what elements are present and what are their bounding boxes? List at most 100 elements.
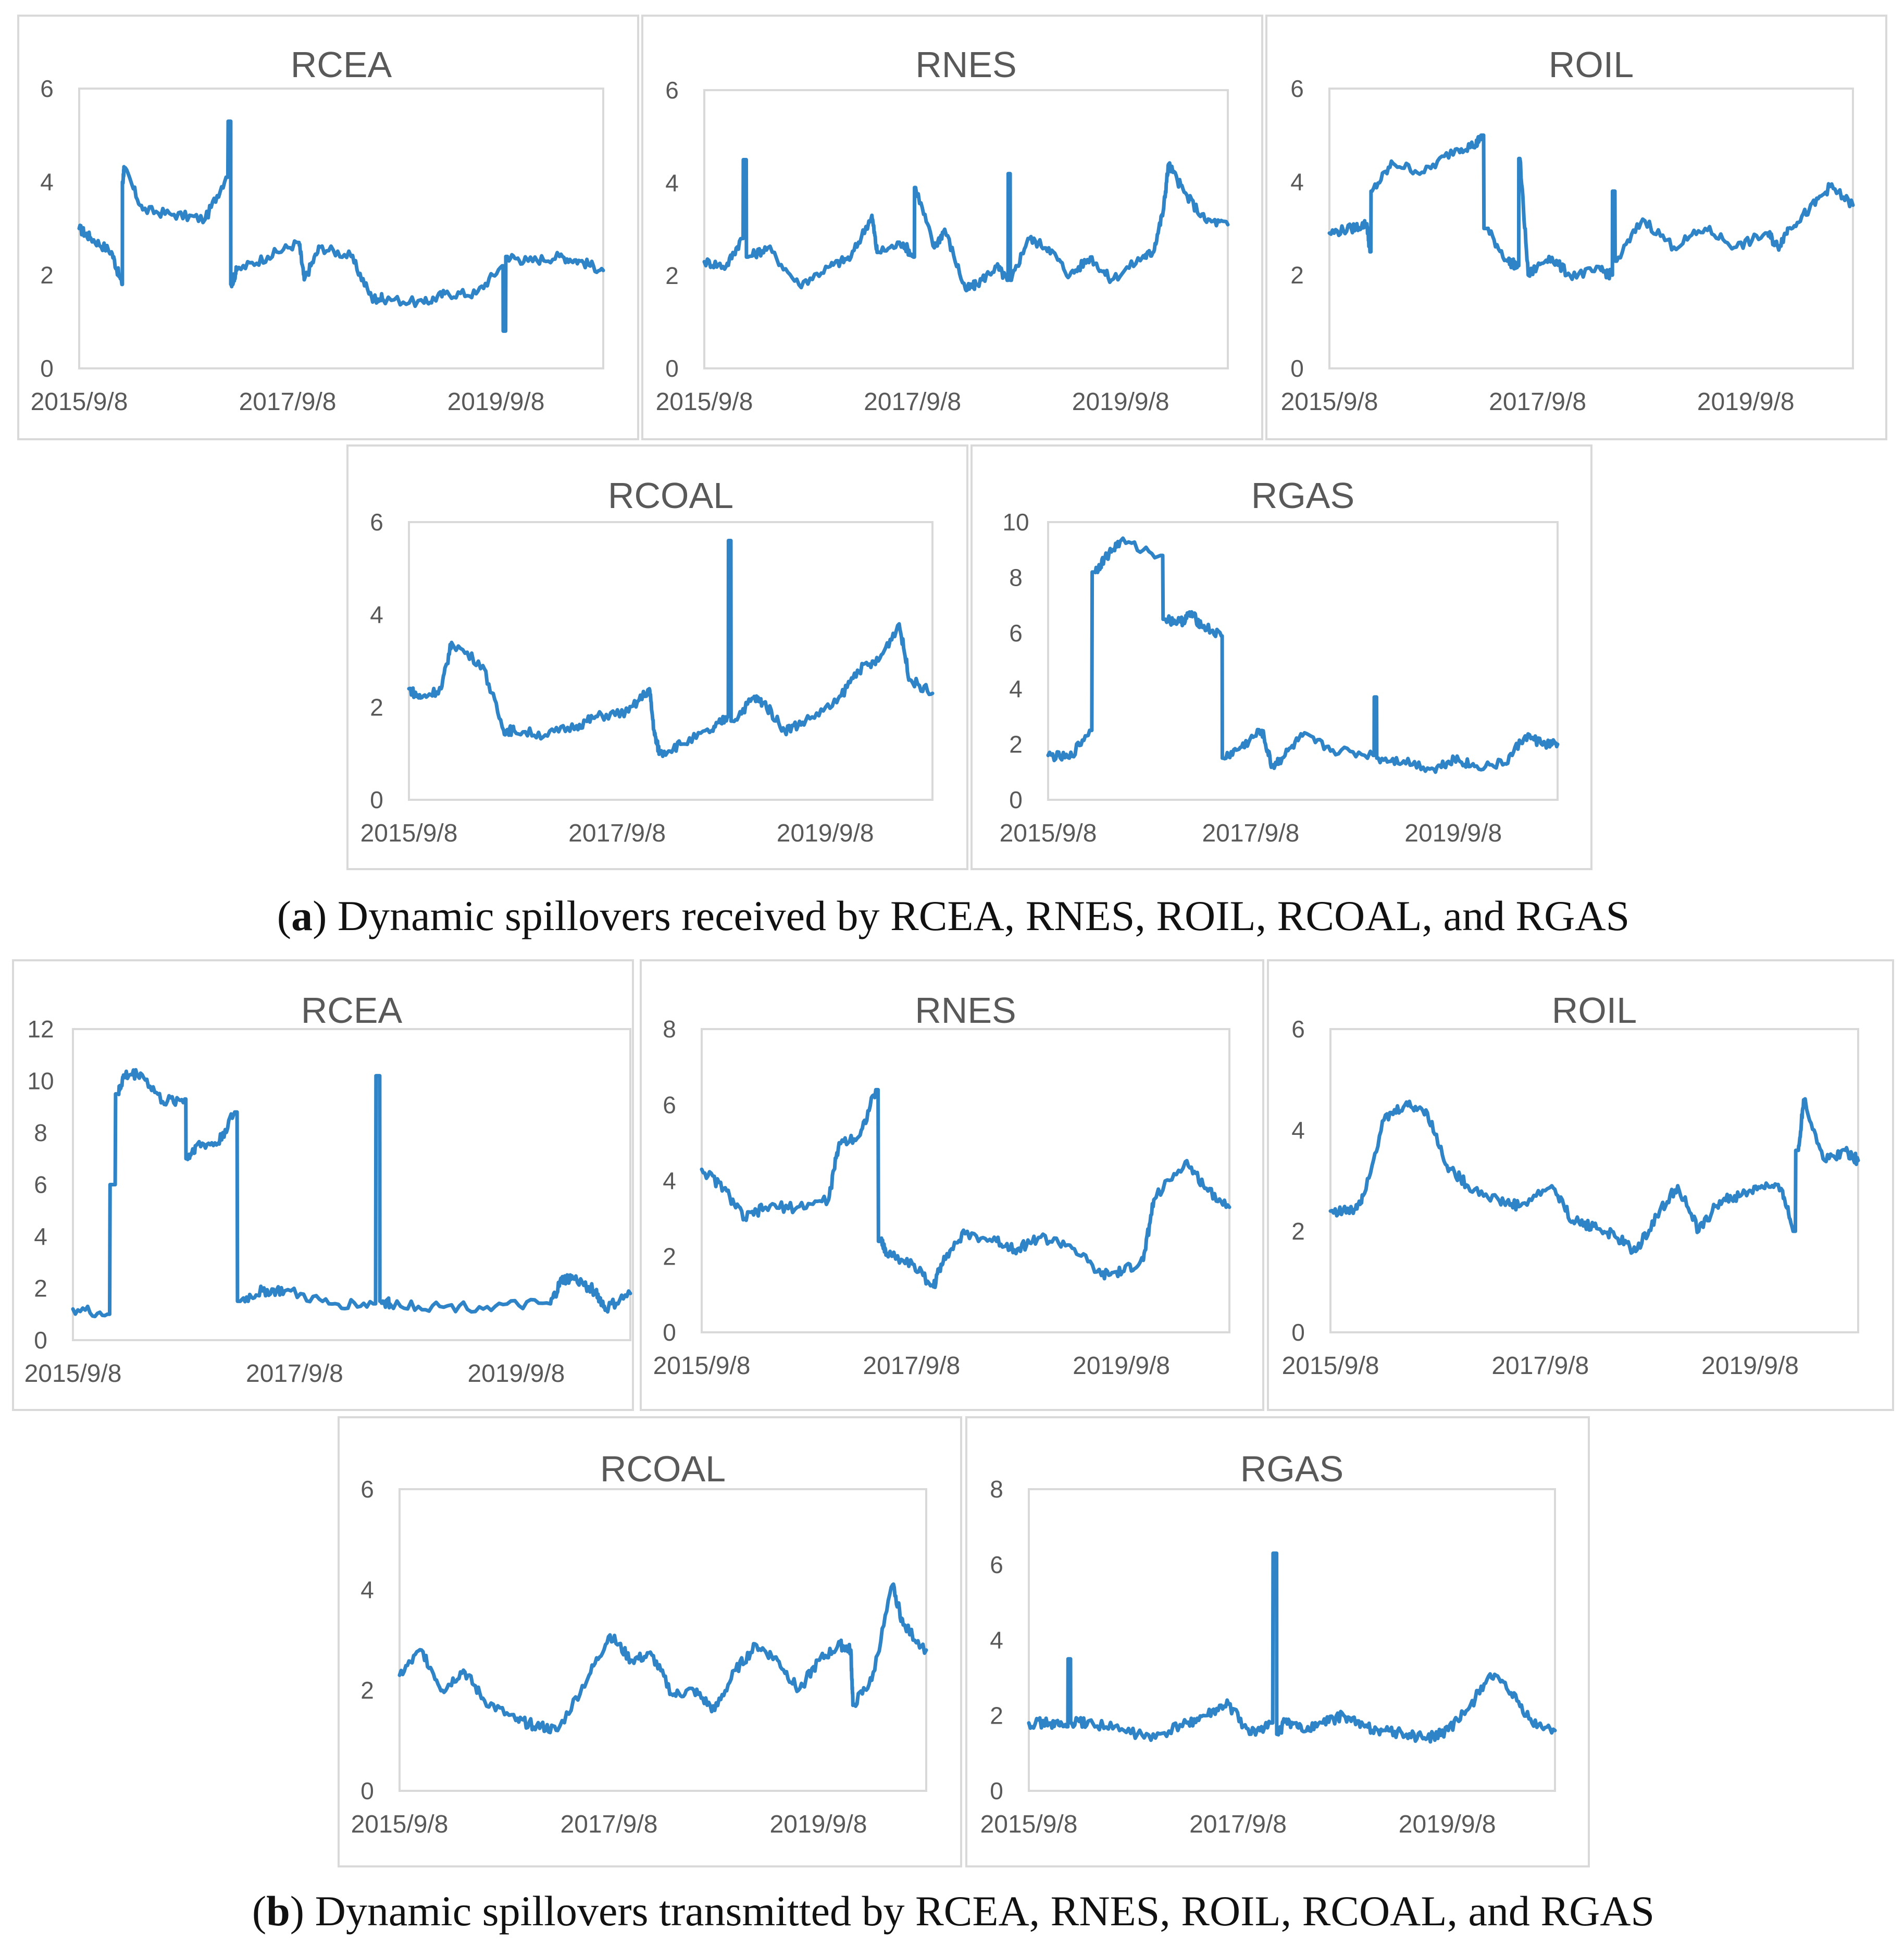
panel-b-rnes [640, 959, 1264, 1411]
chart-title: RGAS [1240, 1449, 1343, 1489]
chart-a-rnes: RNES 0 2 4 6 2015/9/8 2017/9/8 2019/9/8 [656, 44, 1230, 416]
y-tick-label: 0 [370, 786, 383, 813]
plot-area [703, 89, 1229, 369]
panel-a-rgas [970, 444, 1592, 870]
chart-a-rcea: RCEA 0 2 4 6 2015/9/8 2017/9/8 2019/9/8 [31, 44, 605, 416]
y-tick-label: 4 [34, 1223, 47, 1250]
y-tick-label: 2 [1290, 262, 1304, 289]
y-tick-label: 4 [665, 169, 679, 196]
x-tick-label: 2019/9/8 [1072, 388, 1169, 416]
plot-area [72, 1028, 631, 1341]
plot-area [1047, 521, 1559, 801]
series-line [700, 1087, 1231, 1290]
plot-area [1028, 1488, 1556, 1792]
y-tick-label: 8 [34, 1119, 47, 1146]
panel-a-rcoal [346, 444, 968, 870]
y-tick-label: 6 [1290, 75, 1304, 102]
x-tick-label: 2019/9/8 [777, 820, 874, 847]
series-line [397, 1582, 928, 1735]
caption-a: (a) Dynamic spillovers received by RCEA,… [277, 892, 1629, 939]
plot-area [1329, 1028, 1859, 1333]
chart-a-roil: ROIL 0 2 4 6 2015/9/8 2017/9/8 2019/9/8 [1281, 44, 1855, 416]
y-tick-label: 6 [34, 1171, 47, 1198]
y-tick-label: 2 [40, 262, 54, 289]
y-tick-label: 0 [1291, 1319, 1305, 1346]
y-tick-label: 0 [34, 1327, 47, 1354]
chart-a-rgas: RGAS 0 2 4 6 8 10 2015/9/8 2017/9/8 2019/9/8 [1000, 475, 1560, 847]
y-tick-label: 6 [1291, 1016, 1305, 1043]
y-tick-label: 12 [27, 1016, 54, 1043]
x-tick-label: 2017/9/8 [864, 388, 961, 416]
x-tick-label: 2019/9/8 [1701, 1352, 1799, 1380]
y-tick-label: 10 [1002, 509, 1029, 536]
x-tick-label: 2019/9/8 [1399, 1811, 1496, 1838]
plot-area [701, 1028, 1230, 1333]
caption-b-label: b [266, 1887, 290, 1935]
series-line [1328, 1097, 1860, 1255]
y-tick-label: 4 [40, 168, 54, 195]
panel-b-roil [1267, 959, 1894, 1411]
x-tick-label: 2017/9/8 [239, 388, 337, 416]
x-tick-label: 2017/9/8 [1489, 388, 1586, 416]
x-tick-label: 2017/9/8 [1202, 820, 1299, 847]
x-tick-label: 2017/9/8 [561, 1811, 658, 1838]
x-tick-label: 2017/9/8 [863, 1352, 960, 1380]
y-tick-label: 2 [1009, 731, 1023, 758]
chart-title: RGAS [1251, 475, 1354, 516]
y-tick-label: 4 [990, 1627, 1003, 1654]
chart-b-rcea: RCEA 0 2 4 6 8 10 12 2015/9/8 2017/9/8 2019/9/8 [24, 990, 632, 1388]
x-tick-label: 2019/9/8 [447, 388, 545, 416]
y-tick-label: 0 [1290, 355, 1304, 382]
x-tick-label: 2015/9/8 [24, 1360, 122, 1388]
series-line [702, 158, 1230, 293]
y-tick-label: 10 [27, 1068, 54, 1095]
chart-title: RNES [915, 990, 1016, 1031]
chart-title: RNES [915, 44, 1016, 85]
plot-area [1328, 88, 1854, 369]
series-line [407, 539, 935, 758]
x-tick-label: 2017/9/8 [1491, 1352, 1589, 1380]
chart-title: RCEA [291, 44, 392, 85]
x-tick-label: 2015/9/8 [31, 388, 128, 416]
chart-b-rcoal: RCOAL 0 2 4 6 2015/9/8 2017/9/8 2019/9/8 [351, 1449, 928, 1838]
y-tick-label: 2 [665, 262, 679, 289]
plot-area [399, 1488, 927, 1792]
x-tick-label: 2017/9/8 [568, 820, 666, 847]
x-tick-label: 2019/9/8 [1697, 388, 1795, 416]
chart-b-rnes: RNES 0 2 4 6 8 2015/9/8 2017/9/8 2019/9/8 [653, 990, 1231, 1380]
x-tick-label: 2019/9/8 [1073, 1352, 1170, 1380]
series-line [1027, 1551, 1557, 1744]
y-tick-label: 6 [1009, 620, 1023, 647]
y-tick-label: 4 [1009, 675, 1023, 702]
y-tick-label: 6 [990, 1551, 1003, 1578]
x-tick-label: 2015/9/8 [1282, 1352, 1379, 1380]
y-tick-label: 6 [40, 75, 54, 102]
y-tick-label: 2 [1291, 1218, 1305, 1245]
chart-a-rcoal: RCOAL 0 2 4 6 2015/9/8 2017/9/8 2019/9/8 [360, 475, 935, 847]
y-tick-label: 0 [360, 1777, 374, 1804]
chart-title: ROIL [1549, 44, 1634, 85]
y-tick-label: 6 [665, 77, 679, 104]
x-tick-label: 2015/9/8 [360, 820, 458, 847]
y-tick-label: 4 [370, 601, 383, 628]
x-tick-label: 2017/9/8 [1189, 1811, 1287, 1838]
caption-b: (b) Dynamic spillovers transmitted by RC… [252, 1887, 1654, 1935]
series-line [77, 119, 605, 333]
series-line [1327, 133, 1855, 281]
y-tick-label: 0 [663, 1319, 676, 1346]
x-tick-label: 2015/9/8 [1281, 388, 1378, 416]
x-tick-label: 2017/9/8 [246, 1360, 343, 1388]
x-tick-label: 2015/9/8 [1000, 820, 1097, 847]
charts-layer: RCEA 0 2 4 6 2015/9/8 2017/9/8 2019/9/8 RNES 0 2 4 6… [24, 44, 1860, 1838]
x-tick-label: 2019/9/8 [1404, 820, 1502, 847]
series-line [1046, 536, 1560, 774]
y-tick-label: 6 [360, 1476, 374, 1503]
chart-title: ROIL [1552, 990, 1637, 1031]
y-tick-label: 2 [34, 1275, 47, 1302]
y-tick-label: 0 [990, 1777, 1003, 1804]
chart-b-rgas: RGAS 0 2 4 6 8 2015/9/8 2017/9/8 2019/9/8 [980, 1449, 1557, 1838]
y-tick-label: 2 [990, 1702, 1003, 1729]
y-tick-label: 2 [370, 694, 383, 721]
y-tick-label: 4 [360, 1576, 374, 1603]
y-tick-label: 6 [370, 509, 383, 536]
